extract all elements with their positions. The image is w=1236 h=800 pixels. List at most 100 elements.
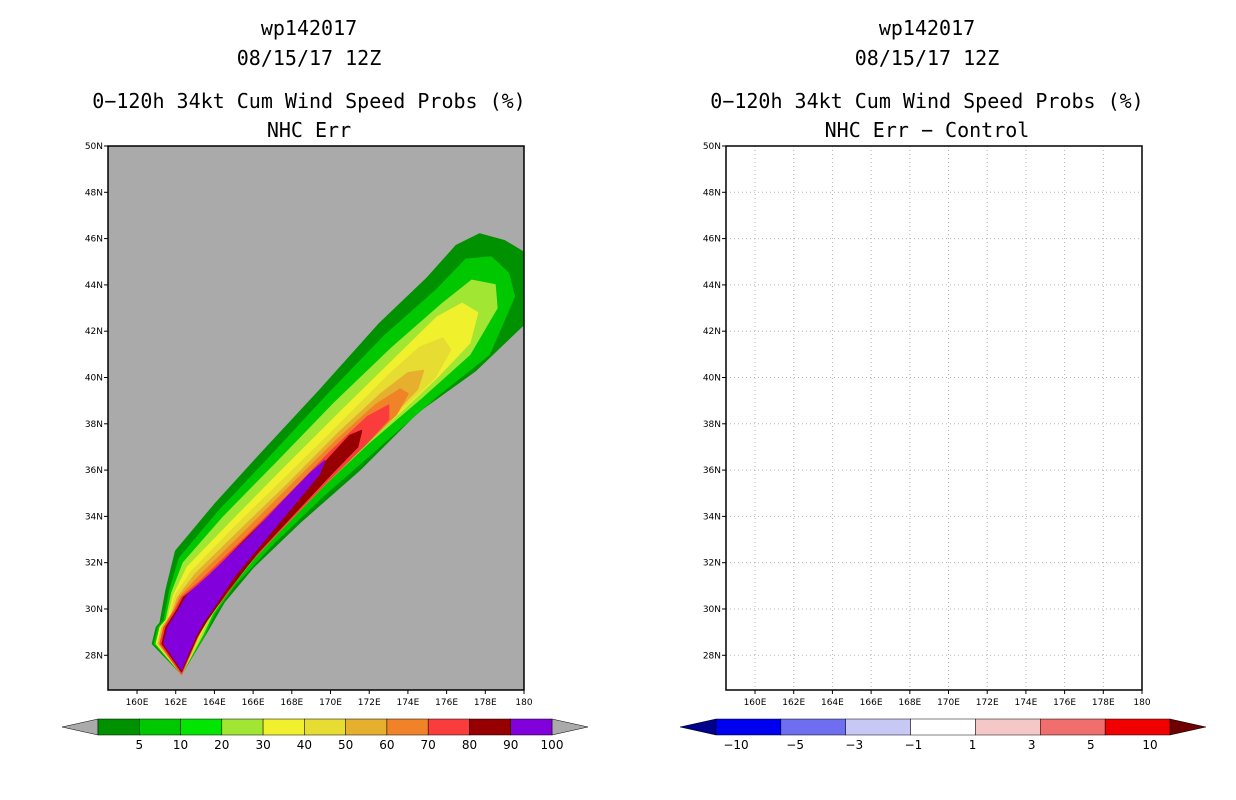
y-tick-label: 40N xyxy=(703,373,721,383)
colorbar-segment xyxy=(975,718,1041,736)
colorbar-segment xyxy=(221,718,264,736)
colorbar-label: 5 xyxy=(1087,738,1095,752)
colorbar-label: −1 xyxy=(905,738,923,752)
colorbar-segment xyxy=(715,718,782,736)
colorbar-segment xyxy=(845,718,911,736)
x-tick-label: 178E xyxy=(1092,698,1115,708)
x-tick-label: 160E xyxy=(744,698,767,708)
colorbar-segment xyxy=(1104,718,1171,736)
y-tick-label: 30N xyxy=(85,605,103,615)
y-tick-label: 32N xyxy=(85,559,103,569)
colorbar-segment xyxy=(910,718,976,736)
colorbar-segment xyxy=(427,718,470,736)
y-tick-label: 46N xyxy=(703,235,721,245)
y-tick-label: 42N xyxy=(85,327,103,337)
y-tick-label: 40N xyxy=(85,373,103,383)
y-tick-label: 44N xyxy=(85,281,103,291)
colorbar-label: 50 xyxy=(338,738,353,752)
y-tick-label: 32N xyxy=(703,559,721,569)
x-tick-label: 162E xyxy=(164,698,187,708)
colorbar-segment xyxy=(262,718,305,736)
plot-background xyxy=(726,146,1142,690)
x-tick-label: 172E xyxy=(976,698,999,708)
chart-title: 0−120h 34kt Cum Wind Speed Probs (%) xyxy=(710,89,1144,113)
chart-subtitle: NHC Err xyxy=(266,118,352,142)
x-tick-label: 170E xyxy=(319,698,342,708)
colorbar-label: 60 xyxy=(379,738,394,752)
x-tick-label: 172E xyxy=(358,698,381,708)
y-tick-label: 48N xyxy=(703,188,721,198)
x-tick-label: 176E xyxy=(435,698,458,708)
colorbar-label: 20 xyxy=(214,738,229,752)
colorbar-label: −5 xyxy=(786,738,804,752)
x-tick-label: 168E xyxy=(898,698,921,708)
colorbar-segment xyxy=(345,718,388,736)
plot-frame xyxy=(107,145,525,691)
colorbar-label: 100 xyxy=(541,738,564,752)
x-tick-label: 174E xyxy=(396,698,419,708)
y-tick-label: 44N xyxy=(703,281,721,291)
y-tick-label: 48N xyxy=(85,188,103,198)
x-tick-label: 164E xyxy=(203,698,226,708)
x-tick-label: 164E xyxy=(821,698,844,708)
y-tick-label: 36N xyxy=(85,466,103,476)
x-tick-label: 166E xyxy=(860,698,883,708)
x-tick-label: 176E xyxy=(1053,698,1076,708)
y-tick-label: 36N xyxy=(703,466,721,476)
y-tick-label: 34N xyxy=(85,512,103,522)
datetime: 08/15/17 12Z xyxy=(236,46,382,70)
x-tick-label: 160E xyxy=(126,698,149,708)
colorbar-segment xyxy=(180,718,223,736)
colorbar-segment xyxy=(780,718,846,736)
plot-frame xyxy=(725,145,1143,691)
colorbar-label: 3 xyxy=(1028,738,1036,752)
x-tick-label: 170E xyxy=(937,698,960,708)
chart-subtitle: NHC Err − Control xyxy=(824,118,1030,142)
y-tick-label: 28N xyxy=(85,651,103,661)
colorbar-label: 40 xyxy=(297,738,312,752)
contour-80pct xyxy=(161,429,363,673)
storm-id: wp142017 xyxy=(878,16,976,40)
colorbar-segment xyxy=(97,718,140,736)
y-tick-label: 50N xyxy=(85,142,103,152)
y-tick-label: 50N xyxy=(703,142,721,152)
datetime: 08/15/17 12Z xyxy=(854,46,1000,70)
colorbar-label: 5 xyxy=(135,738,143,752)
y-tick-label: 46N xyxy=(85,235,103,245)
colorbar-segment xyxy=(1040,718,1106,736)
colorbar-extend-low xyxy=(679,718,717,736)
colorbar-label: 10 xyxy=(1142,738,1157,752)
colorbar-label: 1 xyxy=(969,738,977,752)
x-tick-label: 166E xyxy=(242,698,265,708)
y-tick-label: 38N xyxy=(703,420,721,430)
colorbar-segment xyxy=(386,718,429,736)
colorbar-extend-high xyxy=(551,718,589,736)
colorbar-segment xyxy=(139,718,181,736)
colorbar-segment xyxy=(510,718,553,736)
left-panel: wp142017 08/15/17 12Z 0−120h 34kt Cum Wi… xyxy=(61,16,589,752)
right-panel: wp142017 08/15/17 12Z 0−120h 34kt Cum Wi… xyxy=(618,0,1236,800)
colorbar-segment xyxy=(304,718,346,736)
x-tick-label: 168E xyxy=(280,698,303,708)
colorbar-label: −3 xyxy=(845,738,863,752)
colorbar-extend-high xyxy=(1169,718,1207,736)
wind-prob-difference-chart: 160E 162E 164E 166E 168E 170E 172E 174E 176E 178E… xyxy=(679,142,1207,752)
x-tick-label: 162E xyxy=(782,698,805,708)
x-tick-label: 180 xyxy=(515,698,532,708)
colorbar-label: 90 xyxy=(503,738,518,752)
storm-id: wp142017 xyxy=(260,16,358,40)
colorbar-label: 80 xyxy=(462,738,477,752)
y-tick-label: 28N xyxy=(703,651,721,661)
x-tick-label: 174E xyxy=(1014,698,1037,708)
y-tick-label: 38N xyxy=(85,420,103,430)
contour-90pct xyxy=(163,460,326,670)
colorbar-label: 30 xyxy=(255,738,270,752)
y-tick-label: 42N xyxy=(703,327,721,337)
wind-prob-chart: 160E 162E 164E 166E 168E 170E 172E 174E 176E 178E… xyxy=(61,142,589,752)
y-tick-label: 30N xyxy=(703,605,721,615)
x-tick-label: 178E xyxy=(474,698,497,708)
colorbar-segment xyxy=(469,718,511,736)
colorbar-label: 70 xyxy=(421,738,436,752)
chart-title: 0−120h 34kt Cum Wind Speed Probs (%) xyxy=(92,89,526,113)
y-tick-label: 34N xyxy=(703,512,721,522)
